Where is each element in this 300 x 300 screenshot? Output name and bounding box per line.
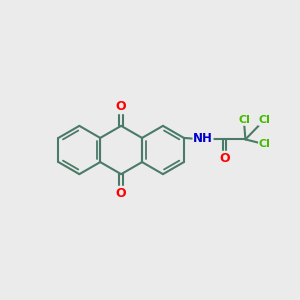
Text: Cl: Cl (259, 140, 271, 149)
Text: Cl: Cl (238, 115, 250, 125)
Text: O: O (219, 152, 230, 165)
Text: Cl: Cl (259, 115, 271, 125)
Text: O: O (116, 187, 127, 200)
Text: O: O (116, 100, 127, 113)
Text: NH: NH (193, 132, 213, 145)
